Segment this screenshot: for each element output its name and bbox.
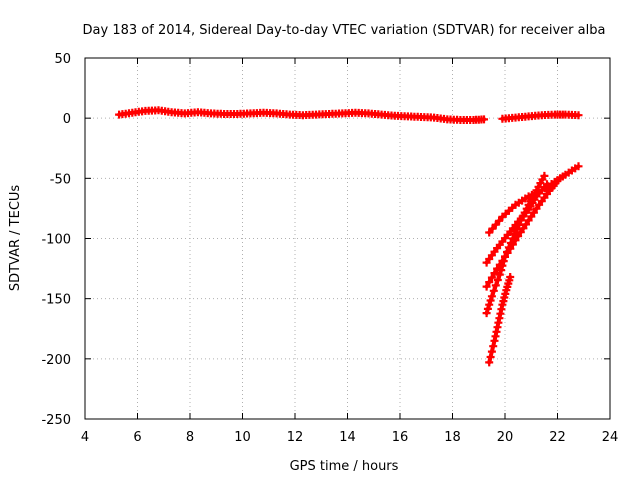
data-point — [499, 257, 508, 266]
series-track-c — [482, 176, 562, 291]
x-tick-label: 20 — [497, 430, 514, 445]
data-point — [489, 342, 498, 351]
data-point — [498, 261, 507, 270]
x-tick-label: 12 — [287, 430, 304, 445]
data-point — [506, 273, 515, 281]
data-point — [487, 292, 496, 301]
data-point — [486, 353, 495, 361]
data-point — [495, 270, 504, 279]
data-point — [485, 278, 494, 287]
x-tick-label: 8 — [186, 430, 194, 445]
data-point — [508, 234, 517, 243]
series-track-e — [485, 273, 515, 367]
data-point — [510, 230, 519, 238]
data-point — [487, 347, 496, 356]
data-point — [540, 171, 549, 180]
data-point — [493, 276, 502, 284]
data-point — [512, 225, 521, 234]
data-point — [514, 221, 523, 229]
x-tick-label: 6 — [133, 430, 141, 445]
data-point — [485, 300, 494, 309]
data-point — [480, 115, 488, 124]
data-point — [574, 162, 583, 171]
x-tick-label: 18 — [444, 430, 461, 445]
chart-title: Day 183 of 2014, Sidereal Day-to-day VTE… — [83, 23, 606, 38]
y-tick-label: 50 — [54, 52, 71, 67]
data-point — [489, 286, 498, 295]
y-tick-label: -250 — [41, 413, 71, 428]
data-point — [497, 266, 506, 275]
x-tick-label: 22 — [549, 430, 566, 445]
y-tick-label: -50 — [50, 172, 71, 187]
y-tick-label: -200 — [41, 353, 71, 368]
data-point — [503, 248, 511, 256]
data-point — [506, 239, 515, 247]
data-point — [574, 111, 583, 120]
data-point — [482, 282, 491, 291]
x-tick-label: 4 — [81, 430, 89, 445]
data-point — [491, 281, 500, 290]
data-point — [483, 304, 492, 313]
data-point — [543, 180, 551, 189]
y-tick-label: 0 — [63, 112, 71, 127]
series-track-d — [482, 171, 549, 318]
data-point — [504, 243, 513, 252]
data-point — [486, 296, 495, 305]
x-tick-label: 16 — [392, 430, 409, 445]
tick-labels: 4 6 8 10 12 14 16 18 20 22 24 -250 -200 -150 -100 -50 0 5… — [41, 52, 618, 445]
x-tick-label: 14 — [339, 430, 356, 445]
y-tick-label: -100 — [41, 233, 71, 248]
x-tick-label: 10 — [234, 430, 251, 445]
series-late-arc — [498, 110, 583, 123]
x-tick-label: 24 — [602, 430, 619, 445]
data-point — [482, 309, 491, 318]
data-point — [553, 176, 562, 185]
axis-ticks — [84, 57, 611, 420]
y-axis-title: SDTVAR / TECUs — [8, 185, 23, 292]
series-main-arc — [115, 106, 488, 124]
data-layer — [115, 106, 583, 367]
data-point — [490, 269, 499, 278]
y-tick-label: -150 — [41, 293, 71, 308]
x-axis-title: GPS time / hours — [290, 459, 399, 474]
data-point — [485, 358, 494, 367]
series-track-b — [482, 180, 551, 267]
data-point — [487, 273, 496, 282]
data-point — [501, 252, 509, 261]
